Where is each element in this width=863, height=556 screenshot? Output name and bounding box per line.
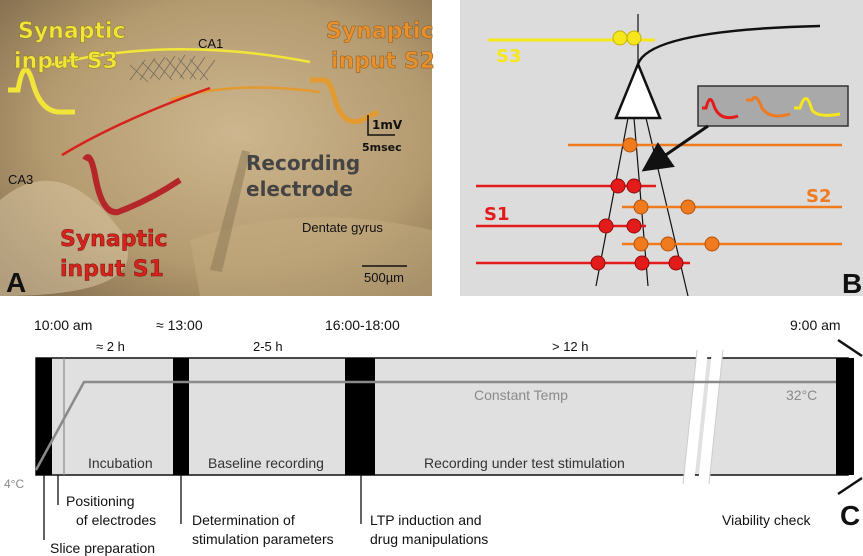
inset-waveform-box — [697, 85, 849, 127]
label-scale-um: 500µm — [364, 270, 404, 285]
note-viability: Viability check — [722, 512, 811, 528]
label-s3-line2: input S3 — [14, 49, 118, 74]
s2-waveform — [310, 77, 380, 124]
label-s1-line1: Synaptic — [60, 227, 168, 252]
marker-determination — [173, 358, 189, 475]
inset-s1-waveform — [702, 98, 739, 120]
label-s2-line1: Synaptic — [326, 19, 434, 44]
neuron-soma — [614, 60, 662, 120]
note-positioning-line2: of electrodes — [76, 512, 156, 528]
s2-synapses — [622, 137, 720, 252]
temperature-curve — [34, 380, 836, 471]
s1-synapses — [590, 178, 684, 271]
duration-2-5h: 2-5 h — [253, 339, 283, 354]
scale-bar-mv-ms — [367, 115, 395, 136]
s1-waveform — [82, 154, 182, 216]
s1-fibers — [476, 184, 690, 265]
panel-letter-b: B — [842, 268, 862, 299]
label-s3: S3 — [496, 46, 522, 67]
s2-pathway — [169, 86, 321, 102]
tick-viability — [837, 476, 863, 496]
time-1000: 10:00 am — [34, 317, 92, 333]
label-s1-line2: input S1 — [60, 257, 164, 282]
timeline-break — [682, 349, 724, 485]
label-scale-mv: 1mV — [372, 118, 403, 132]
label-s1: S1 — [484, 204, 510, 225]
label-constant-temp: Constant Temp — [474, 387, 568, 403]
s3-synapse — [612, 30, 628, 46]
inset-s2-waveform — [746, 95, 791, 118]
s2-fibers — [568, 143, 842, 246]
note-positioning-line1: Positioning — [66, 493, 135, 509]
time-1600: 16:00-18:00 — [325, 317, 400, 333]
callout-lines — [43, 475, 362, 540]
s3-waveform — [8, 67, 75, 115]
dendrite-pattern — [129, 54, 216, 83]
marker-viability-check — [836, 358, 854, 475]
s1-pathway — [61, 86, 211, 157]
slice-region — [190, 217, 432, 296]
time-1300: ≈ 13:00 — [156, 317, 203, 333]
note-determination-line2: stimulation parameters — [192, 531, 334, 547]
note-ltp-line2: drug manipulations — [370, 531, 488, 547]
phase-incubation: Incubation — [88, 455, 153, 471]
label-scale-ms: 5msec — [362, 141, 402, 154]
marker-ltp-induction — [345, 358, 375, 475]
phase-baseline: Baseline recording — [208, 455, 324, 471]
phase-test-stimulation: Recording under test stimulation — [424, 455, 625, 471]
duration-12h: > 12 h — [552, 339, 589, 354]
label-temp-4: 4°C — [4, 477, 24, 491]
time-900: 9:00 am — [790, 317, 841, 333]
label-ca1: CA1 — [198, 36, 223, 51]
axon — [636, 24, 821, 65]
label-s2: S2 — [806, 186, 832, 207]
label-dentate-gyrus: Dentate gyrus — [302, 220, 383, 235]
note-determination-line1: Determination of — [192, 512, 295, 528]
s3-synapse — [626, 30, 642, 46]
label-ca3: CA3 — [8, 172, 33, 187]
tick-900 — [837, 338, 863, 358]
recording-electrode-shaft — [210, 150, 250, 272]
panel-c: 10:00 am ≈ 13:00 16:00-18:00 9:00 am ≈ 2… — [4, 317, 863, 556]
label-recording-line2: electrode — [246, 177, 353, 201]
label-recording-line1: Recording — [246, 151, 360, 175]
slice-region — [0, 180, 128, 296]
label-temp-32: 32°C — [786, 387, 817, 403]
inset-arrow — [641, 124, 709, 172]
duration-2h: ≈ 2 h — [96, 339, 125, 354]
label-s3-line1: Synaptic — [18, 19, 126, 44]
panel-a: Synaptic input S3 Synaptic input S2 Syna… — [0, 0, 435, 298]
panel-b: S3 S2 S1 B — [460, 0, 863, 299]
note-ltp-line1: LTP induction and — [370, 512, 482, 528]
s3-pathway — [49, 47, 311, 67]
panel-letter-a: A — [6, 267, 26, 298]
inset-s3-waveform — [794, 97, 841, 117]
note-slice-preparation: Slice preparation — [50, 540, 155, 556]
panel-letter-c: C — [840, 500, 860, 531]
label-s2-line2: input S2 — [331, 49, 435, 74]
